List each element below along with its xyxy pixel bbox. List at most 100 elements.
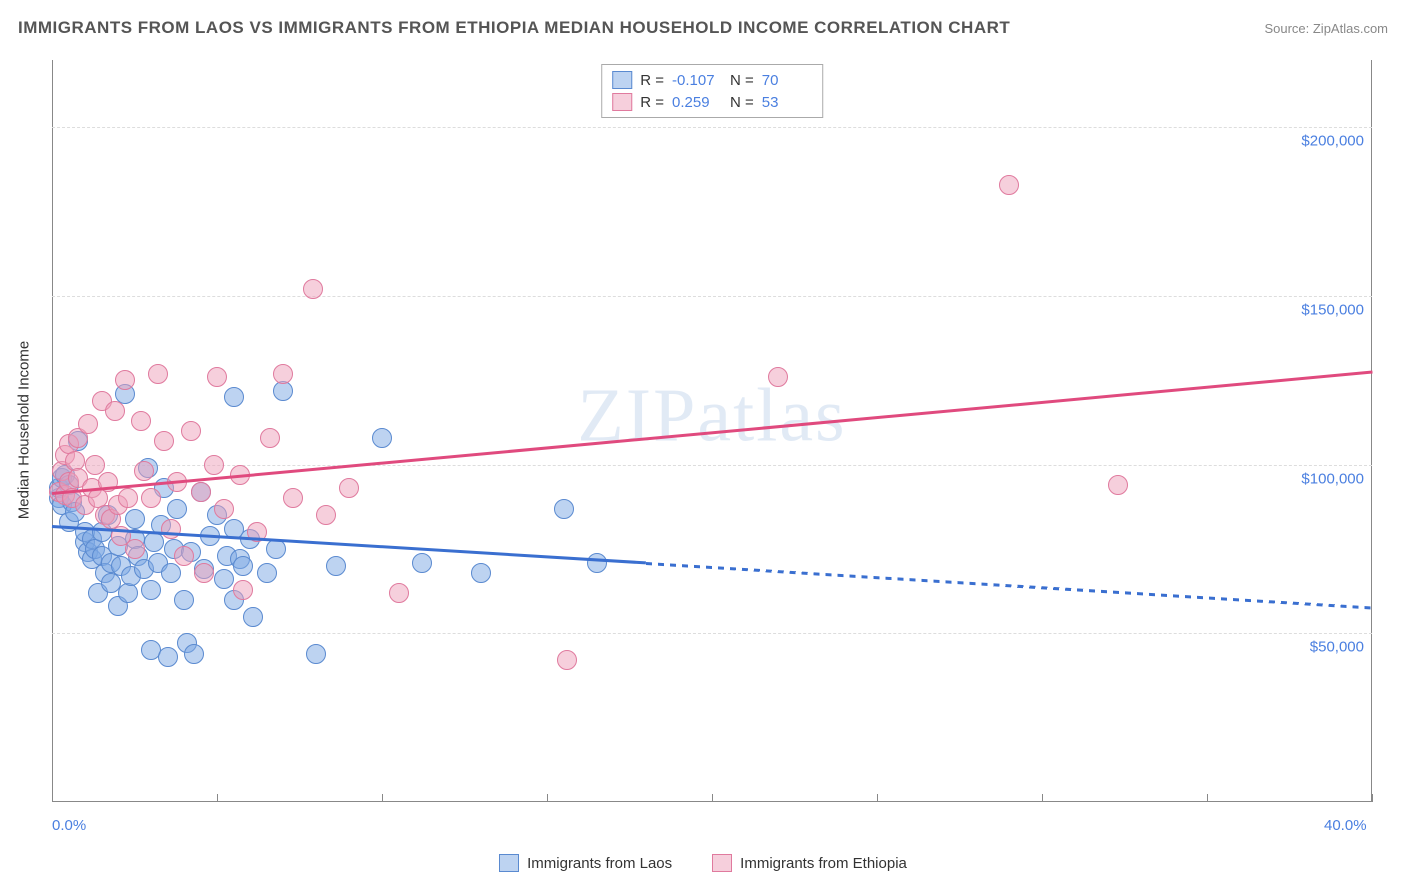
data-point	[587, 553, 607, 573]
data-point	[306, 644, 326, 664]
title-bar: IMMIGRANTS FROM LAOS VS IMMIGRANTS FROM …	[18, 18, 1388, 38]
x-tick	[547, 794, 548, 802]
data-point	[167, 499, 187, 519]
data-point	[148, 364, 168, 384]
x-tick	[712, 794, 713, 802]
stats-n-value: 70	[762, 72, 812, 89]
data-point	[174, 590, 194, 610]
legend-label: Immigrants from Laos	[527, 855, 672, 872]
data-point	[999, 175, 1019, 195]
grid-line	[52, 296, 1372, 297]
x-tick	[1207, 794, 1208, 802]
data-point	[105, 401, 125, 421]
stats-r-value: 0.259	[672, 94, 722, 111]
data-point	[316, 505, 336, 525]
data-point	[557, 650, 577, 670]
data-point	[115, 370, 135, 390]
data-point	[141, 488, 161, 508]
data-point	[131, 411, 151, 431]
data-point	[184, 644, 204, 664]
data-point	[372, 428, 392, 448]
data-point	[134, 461, 154, 481]
y-axis-line	[52, 60, 53, 802]
data-point	[154, 431, 174, 451]
data-point	[85, 455, 105, 475]
legend-swatch	[499, 854, 519, 872]
stats-legend-row: R = -0.107 N = 70	[612, 69, 812, 91]
stats-n-value: 53	[762, 94, 812, 111]
stats-r-label: R =	[640, 72, 664, 89]
y-tick-label: $50,000	[1310, 639, 1364, 656]
trend-line	[646, 562, 1372, 609]
data-point	[471, 563, 491, 583]
data-point	[243, 607, 263, 627]
stats-legend-row: R = 0.259 N = 53	[612, 91, 812, 113]
data-point	[768, 367, 788, 387]
stats-n-label: N =	[730, 94, 754, 111]
data-point	[78, 414, 98, 434]
bottom-legend-item: Immigrants from Laos	[499, 854, 672, 872]
x-tick-label: 0.0%	[52, 817, 86, 834]
data-point	[161, 519, 181, 539]
data-point	[125, 539, 145, 559]
data-point	[266, 539, 286, 559]
data-point	[389, 583, 409, 603]
y-axis-label: Median Household Income	[16, 341, 33, 519]
y-tick-label: $100,000	[1301, 470, 1364, 487]
x-tick	[382, 794, 383, 802]
data-point	[260, 428, 280, 448]
data-point	[125, 509, 145, 529]
data-point	[158, 647, 178, 667]
data-point	[273, 364, 293, 384]
stats-r-value: -0.107	[672, 72, 722, 89]
data-point	[214, 569, 234, 589]
plot-area: ZIPatlas R = -0.107 N = 70 R = 0.259 N = 53 $50…	[52, 60, 1372, 802]
data-point	[283, 488, 303, 508]
data-point	[412, 553, 432, 573]
y-tick-label: $150,000	[1301, 302, 1364, 319]
data-point	[214, 499, 234, 519]
grid-line	[52, 633, 1372, 634]
data-point	[181, 421, 201, 441]
data-point	[174, 546, 194, 566]
data-point	[233, 580, 253, 600]
trend-line	[52, 370, 1372, 494]
data-point	[118, 583, 138, 603]
bottom-legend-item: Immigrants from Ethiopia	[712, 854, 907, 872]
x-tick	[1372, 794, 1373, 802]
data-point	[554, 499, 574, 519]
right-axis-line	[1371, 60, 1372, 802]
x-tick	[877, 794, 878, 802]
data-point	[191, 482, 211, 502]
stats-legend: R = -0.107 N = 70 R = 0.259 N = 53	[601, 64, 823, 118]
x-tick	[1042, 794, 1043, 802]
legend-swatch	[612, 71, 632, 89]
grid-line	[52, 127, 1372, 128]
y-tick-label: $200,000	[1301, 133, 1364, 150]
data-point	[141, 580, 161, 600]
chart-title: IMMIGRANTS FROM LAOS VS IMMIGRANTS FROM …	[18, 18, 1010, 38]
legend-swatch	[612, 93, 632, 111]
data-point	[233, 556, 253, 576]
data-point	[1108, 475, 1128, 495]
data-point	[194, 563, 214, 583]
bottom-legend: Immigrants from Laos Immigrants from Ethi…	[0, 854, 1406, 872]
stats-r-label: R =	[640, 94, 664, 111]
x-tick	[52, 794, 53, 802]
source-label: Source: ZipAtlas.com	[1264, 21, 1388, 36]
watermark: ZIPatlas	[577, 373, 846, 460]
data-point	[303, 279, 323, 299]
x-tick-label: 40.0%	[1324, 817, 1367, 834]
data-point	[118, 488, 138, 508]
data-point	[224, 387, 244, 407]
x-tick	[217, 794, 218, 802]
data-point	[207, 367, 227, 387]
data-point	[161, 563, 181, 583]
legend-swatch	[712, 854, 732, 872]
data-point	[326, 556, 346, 576]
grid-line	[52, 465, 1372, 466]
data-point	[204, 455, 224, 475]
data-point	[257, 563, 277, 583]
data-point	[339, 478, 359, 498]
stats-n-label: N =	[730, 72, 754, 89]
